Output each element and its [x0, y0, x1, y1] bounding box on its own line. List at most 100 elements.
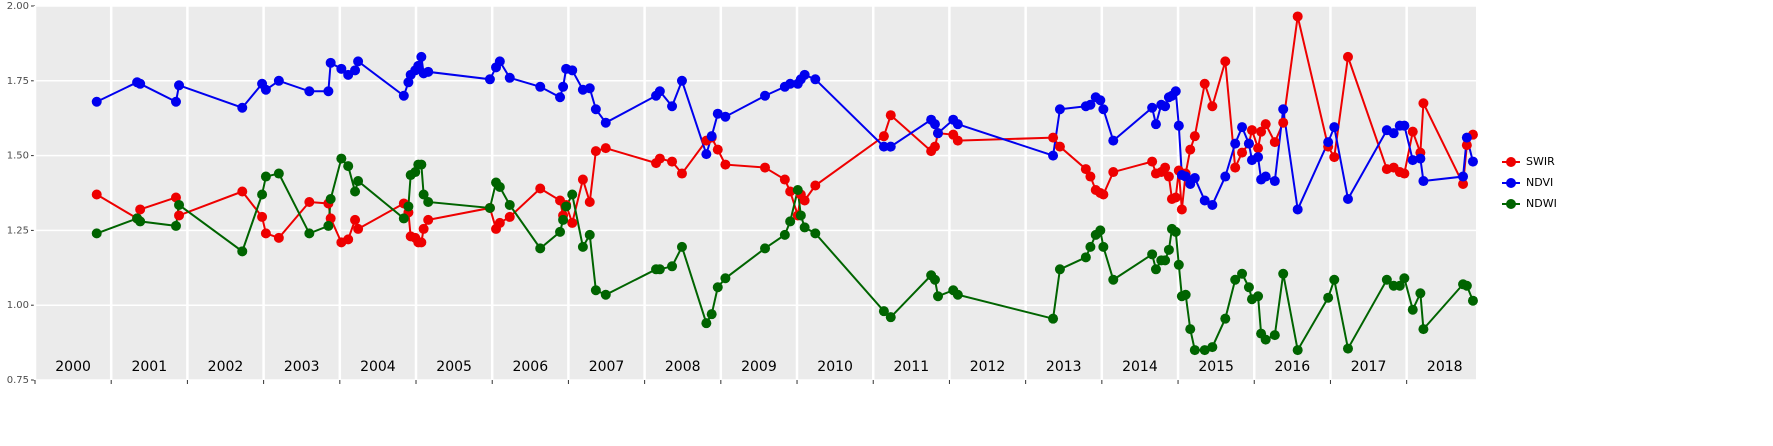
data-point — [1230, 162, 1241, 173]
data-point — [1461, 140, 1472, 151]
year-label: 2017 — [1351, 359, 1387, 375]
data-point — [1323, 137, 1334, 148]
data-point — [1048, 132, 1059, 143]
data-point — [91, 189, 102, 200]
data-point — [1054, 141, 1065, 152]
data-point — [398, 213, 409, 224]
data-point — [1415, 153, 1426, 164]
data-point — [494, 217, 505, 228]
data-point — [350, 65, 361, 76]
data-point — [1160, 255, 1171, 266]
data-point — [1243, 282, 1254, 293]
data-point — [1163, 244, 1174, 255]
data-point — [273, 232, 284, 243]
data-point — [1246, 125, 1257, 136]
data-point — [1418, 176, 1429, 187]
data-point — [1185, 144, 1196, 155]
data-point — [584, 83, 595, 94]
data-point — [257, 189, 268, 200]
data-point — [952, 135, 963, 146]
data-point — [676, 241, 687, 252]
data-point — [667, 261, 678, 272]
data-point — [423, 214, 434, 225]
year-label: 2002 — [208, 359, 244, 375]
data-point — [558, 214, 569, 225]
data-point — [416, 51, 427, 62]
data-point — [1160, 101, 1171, 112]
data-point — [413, 60, 424, 71]
data-point — [398, 90, 409, 101]
data-point — [810, 74, 821, 85]
data-point — [1399, 273, 1410, 284]
data-point — [423, 66, 434, 77]
data-point — [885, 312, 896, 323]
data-point — [1329, 152, 1340, 163]
data-point — [878, 131, 889, 142]
year-label: 2008 — [665, 359, 701, 375]
data-point — [1292, 345, 1303, 356]
data-point — [1388, 128, 1399, 139]
data-point — [584, 229, 595, 240]
data-point — [535, 243, 546, 254]
data-point — [1180, 171, 1191, 182]
data-point — [1095, 95, 1106, 106]
data-point — [590, 104, 601, 115]
data-point — [1080, 164, 1091, 175]
data-point — [1467, 156, 1478, 167]
data-point — [418, 189, 429, 200]
data-point — [567, 217, 578, 228]
data-point — [760, 243, 771, 254]
data-point — [237, 246, 248, 257]
data-point — [1342, 193, 1353, 204]
data-point — [720, 159, 731, 170]
data-point — [353, 176, 364, 187]
data-point — [1237, 147, 1248, 158]
data-point — [1163, 171, 1174, 182]
data-point — [1237, 122, 1248, 133]
data-point — [410, 167, 421, 178]
data-point — [712, 108, 723, 119]
y-tick-label: 1.50 — [7, 151, 29, 162]
data-point — [350, 214, 361, 225]
data-point — [810, 180, 821, 191]
data-point — [1407, 155, 1418, 166]
data-point — [325, 193, 336, 204]
data-point — [1461, 280, 1472, 291]
legend-label: NDWI — [1526, 197, 1557, 210]
data-point — [1048, 313, 1059, 324]
data-point — [1230, 138, 1241, 149]
data-point — [600, 143, 611, 154]
legend-marker — [1506, 178, 1516, 188]
data-point — [1170, 192, 1181, 203]
year-label: 2014 — [1122, 359, 1158, 375]
data-point — [1098, 241, 1109, 252]
data-point — [1381, 274, 1392, 285]
data-point — [1108, 274, 1119, 285]
year-label: 2007 — [589, 359, 625, 375]
data-point — [929, 119, 940, 130]
y-tick-label: 1.25 — [7, 225, 29, 236]
data-point — [273, 168, 284, 179]
legend-marker — [1506, 157, 1516, 167]
data-point — [1458, 179, 1469, 190]
data-point — [933, 291, 944, 302]
data-point — [1189, 131, 1200, 142]
data-point — [799, 222, 810, 233]
data-point — [504, 72, 515, 83]
data-point — [504, 211, 515, 222]
data-point — [1048, 150, 1059, 161]
data-point — [1085, 171, 1096, 182]
data-point — [1199, 345, 1210, 356]
data-point — [1399, 120, 1410, 131]
year-label: 2005 — [436, 359, 472, 375]
data-point — [929, 274, 940, 285]
data-point — [1220, 313, 1231, 324]
data-point — [343, 161, 354, 172]
data-point — [350, 186, 361, 197]
data-point — [1394, 280, 1405, 291]
data-point — [1199, 78, 1210, 89]
data-point — [237, 186, 248, 197]
data-point — [1160, 162, 1171, 173]
data-point — [590, 146, 601, 157]
data-point — [1237, 268, 1248, 279]
